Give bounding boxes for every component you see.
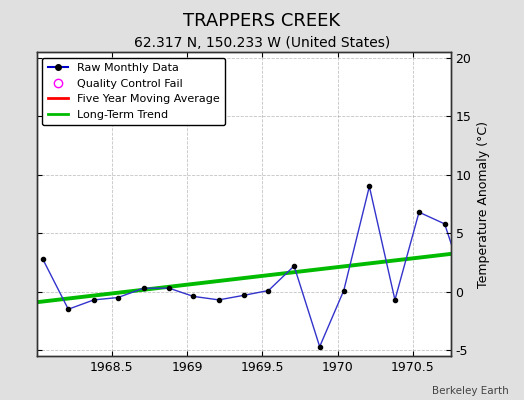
Text: TRAPPERS CREEK: TRAPPERS CREEK <box>183 12 341 30</box>
Text: Berkeley Earth: Berkeley Earth <box>432 386 508 396</box>
Legend: Raw Monthly Data, Quality Control Fail, Five Year Moving Average, Long-Term Tren: Raw Monthly Data, Quality Control Fail, … <box>42 58 225 125</box>
Y-axis label: Temperature Anomaly (°C): Temperature Anomaly (°C) <box>477 120 490 288</box>
Text: 62.317 N, 150.233 W (United States): 62.317 N, 150.233 W (United States) <box>134 36 390 50</box>
